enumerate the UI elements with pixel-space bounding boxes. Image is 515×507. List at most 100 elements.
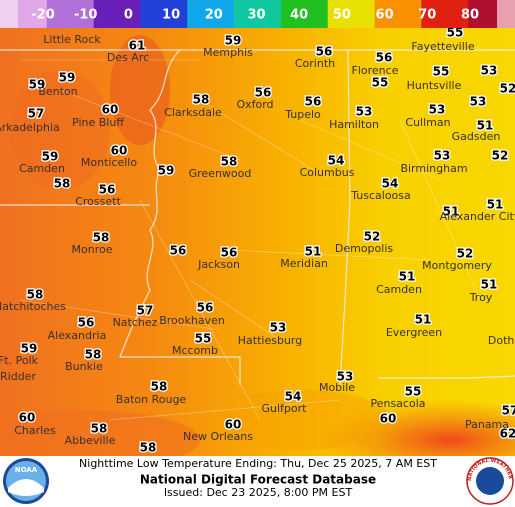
city-name: Greenwood xyxy=(189,167,252,180)
city-name: Alexandria xyxy=(48,329,107,342)
legend-label: 70 xyxy=(418,8,436,23)
temperature: 55 xyxy=(195,332,212,346)
temperature: 52 xyxy=(364,230,381,244)
temperature: 53 xyxy=(356,105,373,119)
temperature: 55 xyxy=(372,76,389,90)
temperature: 56 xyxy=(305,95,322,109)
temperature: 53 xyxy=(270,321,287,335)
temperature: 52 xyxy=(500,82,515,96)
temperature: 56 xyxy=(221,246,238,260)
temperature: 61 xyxy=(129,39,146,53)
city-labels: Little Rock Des Arc Memphis Corinth Fayettev… xyxy=(0,33,515,447)
temperature: 60 xyxy=(225,418,242,432)
city-name: Gadsden xyxy=(452,130,501,143)
temperature: 59 xyxy=(158,164,175,178)
legend-end xyxy=(497,0,515,28)
temperature: 56 xyxy=(316,45,333,59)
city-name: Tupelo xyxy=(284,108,321,121)
city-name: Oxford xyxy=(236,98,273,111)
city-name: Gulfport xyxy=(262,402,308,415)
temperature: 51 xyxy=(305,245,322,259)
legend-swatch xyxy=(327,0,376,28)
database-title: National Digital Forecast Database xyxy=(140,473,376,487)
city-name: Ridder xyxy=(0,370,36,383)
temperature: 58 xyxy=(221,155,238,169)
legend-swatch xyxy=(93,0,141,28)
temperature: 62 xyxy=(500,427,515,441)
temperature: 54 xyxy=(382,177,399,191)
city-name: Huntsville xyxy=(407,79,462,92)
issued-time: Issued: Dec 23 2025, 8:00 PM EST xyxy=(164,486,353,499)
temperature: 59 xyxy=(42,150,59,164)
city-name: Brookhaven xyxy=(159,314,225,327)
legend-label: 40 xyxy=(290,8,308,23)
legend-swatch xyxy=(46,0,95,28)
city-name: Cullman xyxy=(405,116,450,129)
city-name: Hattiesburg xyxy=(238,334,302,347)
legend-label: 0 xyxy=(124,8,133,23)
city-name: New Orleans xyxy=(183,430,253,443)
noaa-logo: NOAA xyxy=(3,458,49,504)
city-name: Alexander City xyxy=(440,210,515,223)
temperature: 55 xyxy=(433,65,450,79)
temperature: 60 xyxy=(102,103,119,117)
legend-label: 50 xyxy=(333,8,351,23)
city-name: Columbus xyxy=(300,166,355,179)
temperature: 56 xyxy=(376,51,393,65)
temperature: 58 xyxy=(151,380,168,394)
city-name: Mobile xyxy=(319,381,355,394)
legend-swatch xyxy=(421,0,469,28)
city-name: Crossett xyxy=(75,195,121,208)
city-name: Corinth xyxy=(295,57,335,70)
temperature: 53 xyxy=(470,95,487,109)
temperature: 51 xyxy=(487,198,504,212)
city-name: Fayetteville xyxy=(411,40,474,53)
temperature: 58 xyxy=(27,288,44,302)
city-name: Des Arc xyxy=(107,51,149,64)
city-name: Monroe xyxy=(72,243,113,256)
city-name: Mccomb xyxy=(172,344,218,357)
temperature: 56 xyxy=(78,316,95,330)
temperature: 52 xyxy=(492,149,509,163)
legend-label: 60 xyxy=(376,8,394,23)
temperature: 56 xyxy=(255,86,272,100)
city-name: Meridian xyxy=(280,257,328,270)
legend-swatch xyxy=(280,0,329,28)
temperature: 51 xyxy=(415,313,432,327)
temperature: 57 xyxy=(137,304,154,318)
temperature: 60 xyxy=(19,411,36,425)
temperature: 54 xyxy=(328,154,345,168)
legend-label: -10 xyxy=(74,8,98,23)
city-name: Pine Bluff xyxy=(72,116,124,129)
city-name: Ft. Polk xyxy=(0,354,39,367)
city-name: Panama xyxy=(465,418,509,431)
city-name: Troy xyxy=(469,291,493,304)
legend-label: -20 xyxy=(31,8,55,23)
temperature: 59 xyxy=(225,34,242,48)
legend-label: 80 xyxy=(461,8,479,23)
temperature: 55 xyxy=(405,385,422,399)
legend-label: 10 xyxy=(162,8,180,23)
noaa-logo-text: NOAA xyxy=(15,466,38,474)
temperature: 51 xyxy=(477,119,494,133)
temperature: 57 xyxy=(28,107,45,121)
city-name: Tuscaloosa xyxy=(350,189,411,202)
temperature: 56 xyxy=(170,244,187,258)
map-area xyxy=(0,28,515,480)
product-title: Nighttime Low Temperature Ending: Thu, D… xyxy=(79,457,437,470)
city-name: Camden xyxy=(376,283,422,296)
temperature: 58 xyxy=(85,348,102,362)
temperature: 57 xyxy=(502,404,515,418)
temperature: 58 xyxy=(54,177,71,191)
temperature: 58 xyxy=(91,422,108,436)
city-name: Clarksdale xyxy=(164,106,222,119)
legend-label: 20 xyxy=(205,8,223,23)
city-name: Natchitoches xyxy=(0,300,66,313)
legend-swatch xyxy=(187,0,235,28)
city-name: Benton xyxy=(38,85,77,98)
legend-swatch xyxy=(234,0,282,28)
city-name: Pensacola xyxy=(370,397,425,410)
city-name: Charles xyxy=(14,424,56,437)
temperature: 51 xyxy=(481,278,498,292)
